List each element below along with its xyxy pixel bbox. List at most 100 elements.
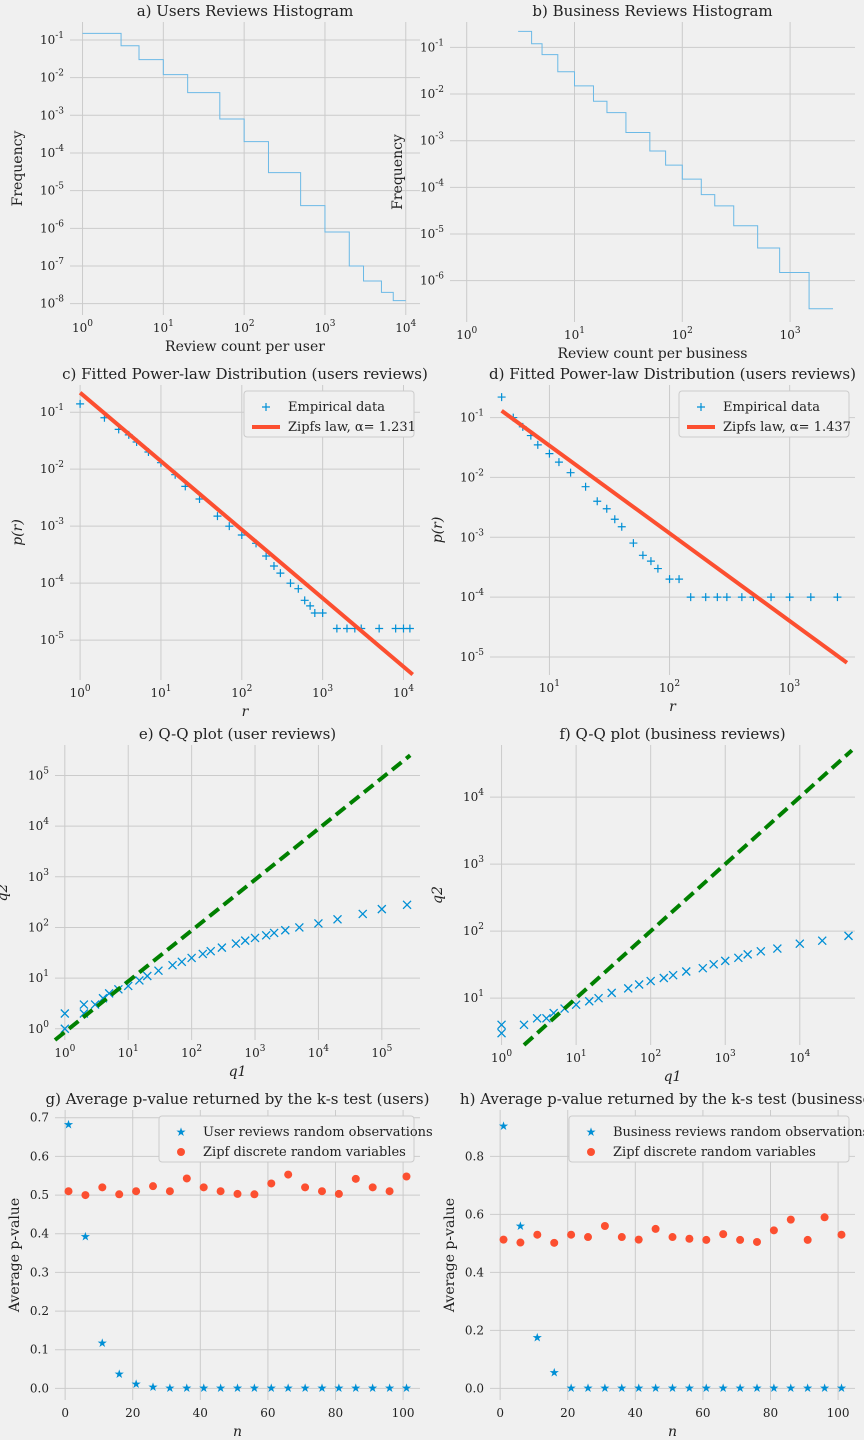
data-point: ★ — [249, 1381, 260, 1395]
data-point — [237, 531, 246, 540]
x-axis-label: r — [242, 704, 250, 720]
x-axis-label: q1 — [229, 1064, 247, 1080]
data-point: ★ — [735, 1381, 746, 1395]
x-axis-label: n — [233, 1424, 242, 1440]
data-point — [284, 1170, 293, 1179]
data-point — [602, 504, 611, 513]
y-tick-label: 10-6 — [420, 272, 444, 288]
x-tick-label: 104 — [308, 1044, 329, 1060]
data-point: ★ — [684, 1381, 695, 1395]
data-point — [233, 1189, 242, 1198]
data-point: ★ — [836, 1381, 847, 1395]
data-point — [752, 1237, 761, 1246]
y-tick-label: 10-2 — [40, 460, 64, 476]
x-tick-label: 104 — [789, 1049, 810, 1065]
data-point: ★ — [334, 1381, 345, 1395]
y-tick-label: 10-3 — [420, 132, 444, 148]
data-point — [545, 449, 554, 458]
data-point — [806, 593, 815, 602]
data-point — [668, 1233, 677, 1242]
chart-title: f) Q-Q plot (business reviews) — [559, 725, 785, 743]
data-point: ★ — [785, 1381, 796, 1395]
data-point — [317, 1187, 326, 1196]
y-tick-label: 10-2 — [40, 69, 64, 85]
data-point — [719, 1230, 728, 1239]
y-axis-label: q2 — [430, 886, 446, 904]
x-tick-label: 80 — [328, 1406, 343, 1420]
data-point — [623, 983, 633, 993]
y-tick-label: 10-3 — [40, 106, 64, 122]
x-tick-label: 20 — [125, 1406, 140, 1420]
data-point — [795, 939, 805, 949]
data-point — [567, 1230, 576, 1239]
data-point — [668, 970, 678, 980]
data-point — [199, 1183, 208, 1192]
y-tick-label: 0.6 — [465, 1207, 484, 1221]
data-point — [250, 933, 260, 943]
data-point — [659, 973, 669, 983]
legend-swatch: ★ — [176, 1125, 187, 1139]
legend-label: Zipf discrete random variables — [203, 1145, 406, 1160]
y-tick-label: 0.3 — [30, 1265, 49, 1279]
chart-title: g) Average p-value returned by the k-s t… — [46, 1090, 430, 1108]
data-point — [368, 1183, 377, 1192]
y-tick-label: 0.7 — [30, 1111, 49, 1125]
data-point: ★ — [752, 1381, 763, 1395]
legend-label: Empirical data — [288, 400, 385, 415]
x-tick-label: 60 — [260, 1406, 275, 1420]
data-point — [276, 569, 285, 578]
x-tick-label: 103 — [312, 684, 333, 700]
chart-h: 0 20 40 60 80 100 0.0 0.2 0.4 0.6 0.8 h) Average p-… — [442, 1090, 864, 1440]
data-point — [566, 468, 575, 477]
data-point — [225, 522, 234, 531]
legend-swatch — [697, 403, 705, 411]
data-point — [733, 953, 743, 963]
x-axis-label: q1 — [664, 1069, 682, 1085]
data-point: ★ — [566, 1381, 577, 1395]
y-tick-label: 10-4 — [40, 574, 64, 590]
data-point — [149, 1182, 158, 1191]
data-point — [60, 1009, 70, 1018]
x-tick-label: 101 — [118, 1044, 139, 1060]
data-point — [377, 904, 387, 914]
y-tick-label: 0.5 — [30, 1188, 49, 1202]
data-point — [306, 601, 315, 610]
y-tick-label: 0.4 — [465, 1265, 484, 1279]
data-point — [64, 1187, 73, 1196]
legend-label: Business reviews random observations — [613, 1125, 864, 1140]
data-point — [701, 593, 710, 602]
y-axis-label: Average p-value — [7, 1198, 23, 1313]
chart-c: 100 101 102 103 104 10-5 10-4 10-3 10-2 10-1 c) Fi… — [10, 365, 428, 720]
x-tick-label: 0 — [496, 1406, 504, 1420]
chart-title: c) Fitted Power-law Distribution (users … — [62, 365, 428, 383]
data-point: ★ — [215, 1381, 226, 1395]
y-tick-label: 10-5 — [460, 648, 484, 664]
y-tick-label: 102 — [28, 918, 49, 934]
x-tick-label: 101 — [566, 1049, 587, 1065]
data-point — [497, 1028, 507, 1038]
data-point: ★ — [616, 1381, 627, 1395]
data-point — [686, 593, 695, 602]
data-point — [318, 608, 327, 617]
data-point — [532, 1013, 542, 1023]
data-point: ★ — [63, 1117, 74, 1131]
x-tick-label: 100 — [72, 319, 93, 335]
data-point — [737, 593, 746, 602]
legend-box — [243, 390, 415, 438]
x-tick-label: 102 — [231, 684, 252, 700]
y-axis-label: Frequency — [390, 134, 406, 210]
data-point — [115, 1190, 124, 1199]
data-point — [269, 928, 279, 938]
y-axis-label: Average p-value — [442, 1198, 458, 1313]
y-tick-label: 0.8 — [465, 1149, 484, 1163]
data-point — [402, 900, 412, 910]
data-point — [332, 624, 341, 633]
data-point — [217, 943, 227, 953]
data-point — [651, 1224, 660, 1233]
data-point — [165, 1187, 174, 1196]
chart-d: 101 102 103 10-5 10-4 10-3 10-2 10-1 d) Fitted P… — [430, 365, 856, 715]
y-tick-label: 10-6 — [40, 219, 64, 235]
data-point: ★ — [583, 1381, 594, 1395]
legend-box — [568, 1115, 850, 1163]
y-tick-label: 0.2 — [465, 1323, 484, 1337]
